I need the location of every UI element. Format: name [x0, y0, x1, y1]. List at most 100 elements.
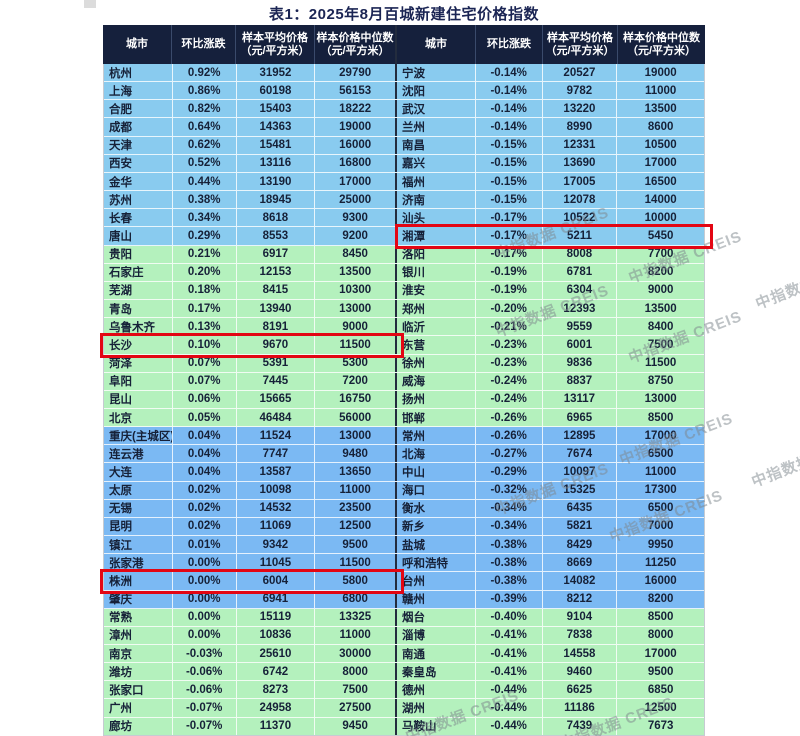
cell-avg-price: 7445	[237, 372, 316, 390]
cell-city: 天津	[104, 136, 173, 154]
cell-avg-price: 7747	[237, 445, 316, 463]
cell-change: 0.00%	[173, 554, 237, 572]
cell-median-price: 13500	[644, 102, 677, 115]
cell-change: -0.21%	[476, 318, 543, 336]
cell-city: 嘉兴	[397, 154, 476, 172]
cell-median-price: 13500	[315, 263, 398, 281]
cell-city: 济南	[397, 191, 476, 209]
cell-avg-price: 25610	[237, 645, 316, 663]
cell-median-price: 16800	[315, 154, 398, 172]
cell-city: 重庆(主城区)	[104, 427, 173, 445]
cell-median-price: 6500	[647, 502, 674, 515]
cell-city: 苏州	[104, 191, 173, 209]
cell-change: 0.13%	[173, 318, 237, 336]
cell-change: -0.38%	[476, 554, 543, 572]
cell-city: 张家口	[104, 681, 173, 699]
cell-change: -0.15%	[476, 136, 543, 154]
cell-median-price: 11500	[315, 554, 398, 572]
cell-avg-price: 7838	[543, 626, 618, 644]
cell-change: -0.19%	[476, 281, 543, 300]
table-row: 无锡 0.02% 14532 23500 衡水 -0.34% 6435 6500	[104, 499, 704, 518]
cell-median-price: 29790	[315, 64, 398, 82]
cell-avg-price: 8990	[543, 118, 618, 136]
cell-city: 淮安	[397, 281, 476, 300]
cell-city: 临沂	[397, 318, 476, 336]
cell-city: 廊坊	[104, 717, 173, 735]
cell-avg-price: 6742	[237, 663, 316, 681]
cell-city: 郑州	[397, 300, 476, 318]
table-row: 大连 0.04% 13587 13650 中山 -0.29% 10097 11000	[104, 463, 704, 482]
cell-avg-price: 10836	[237, 626, 316, 644]
cell-avg-price: 14082	[543, 572, 618, 590]
table-row: 太原 0.02% 10098 11000 海口 -0.32% 15325 17300	[104, 481, 704, 500]
cell-change: 0.86%	[173, 82, 237, 100]
cell-city: 太原	[104, 481, 173, 499]
cell-city: 漳州	[104, 626, 173, 644]
cell-avg-price: 15325	[543, 481, 618, 499]
cell-change: -0.26%	[476, 408, 543, 427]
cell-avg-price: 7439	[543, 717, 618, 735]
cell-median-price: 11000	[644, 466, 677, 479]
cell-change: 0.52%	[173, 154, 237, 172]
cell-change: -0.24%	[476, 372, 543, 390]
table-row: 连云港 0.04% 7747 9480 北海 -0.27% 7674 6500	[104, 445, 704, 464]
cell-change: -0.44%	[476, 717, 543, 735]
cell-avg-price: 14363	[237, 118, 316, 136]
cell-change: -0.14%	[476, 100, 543, 118]
cell-change: 0.82%	[173, 100, 237, 118]
cell-city: 烟台	[397, 608, 476, 626]
table-row: 成都 0.64% 14363 19000 兰州 -0.14% 8990 8600	[104, 118, 704, 137]
cell-change: -0.17%	[476, 227, 543, 245]
cell-change: -0.15%	[476, 154, 543, 172]
cell-change: 0.18%	[173, 281, 237, 300]
cell-city: 合肥	[104, 100, 173, 118]
cell-avg-price: 8837	[543, 372, 618, 390]
cell-city: 宁波	[397, 64, 476, 82]
cell-city: 东营	[397, 336, 476, 354]
cell-median-price: 16750	[315, 390, 398, 408]
cell-avg-price: 11045	[237, 554, 316, 572]
cell-median-price: 13000	[315, 427, 398, 445]
cell-median-price: 27500	[315, 699, 398, 717]
cell-avg-price: 12393	[543, 300, 618, 318]
cell-change: 0.00%	[173, 626, 237, 644]
cell-avg-price: 24958	[237, 699, 316, 717]
cell-city: 威海	[397, 372, 476, 390]
cell-change: -0.23%	[476, 354, 543, 372]
cell-median-price: 16000	[644, 574, 677, 587]
cell-avg-price: 13190	[237, 172, 316, 191]
cell-avg-price: 60198	[237, 82, 316, 100]
cell-avg-price: 11186	[543, 699, 618, 717]
cell-median-price: 8500	[647, 611, 674, 624]
cell-avg-price: 8273	[237, 681, 316, 699]
cell-avg-price: 5391	[237, 354, 316, 372]
cell-median-price: 17300	[644, 484, 677, 497]
header-change-left: 环比涨跌	[172, 25, 236, 64]
cell-median-price: 7200	[315, 372, 398, 390]
cell-avg-price: 15665	[237, 390, 316, 408]
cell-change: 0.04%	[173, 463, 237, 481]
cell-avg-price: 8415	[237, 281, 316, 300]
cell-median-price: 9500	[647, 665, 674, 678]
table-row: 南京 -0.03% 25610 30000 南通 -0.41% 14558 17000	[104, 645, 704, 664]
cell-avg-price: 9460	[543, 663, 618, 681]
table-title: 表1：2025年8月百城新建住宅价格指数	[268, 6, 540, 23]
cell-city: 成都	[104, 118, 173, 136]
cell-city: 洛阳	[397, 245, 476, 263]
cell-city: 新乡	[397, 517, 476, 536]
cell-change: -0.14%	[476, 82, 543, 100]
cell-avg-price: 8008	[543, 245, 618, 263]
cell-change: -0.17%	[476, 209, 543, 227]
cell-median-price: 6500	[647, 447, 674, 460]
cell-change: -0.17%	[476, 245, 543, 263]
cell-median-price: 11250	[644, 556, 677, 569]
header-avg-price-label: 样本平均价格	[242, 31, 308, 44]
cell-change: 0.92%	[173, 64, 237, 82]
cell-change: 0.34%	[173, 209, 237, 227]
table-row: 石家庄 0.20% 12153 13500 银川 -0.19% 6781 8200	[104, 263, 704, 282]
cell-avg-price: 17005	[543, 172, 618, 191]
cell-median-price: 9000	[315, 318, 398, 336]
cell-median-price: 17000	[644, 157, 677, 170]
cell-avg-price: 6004	[237, 572, 316, 590]
